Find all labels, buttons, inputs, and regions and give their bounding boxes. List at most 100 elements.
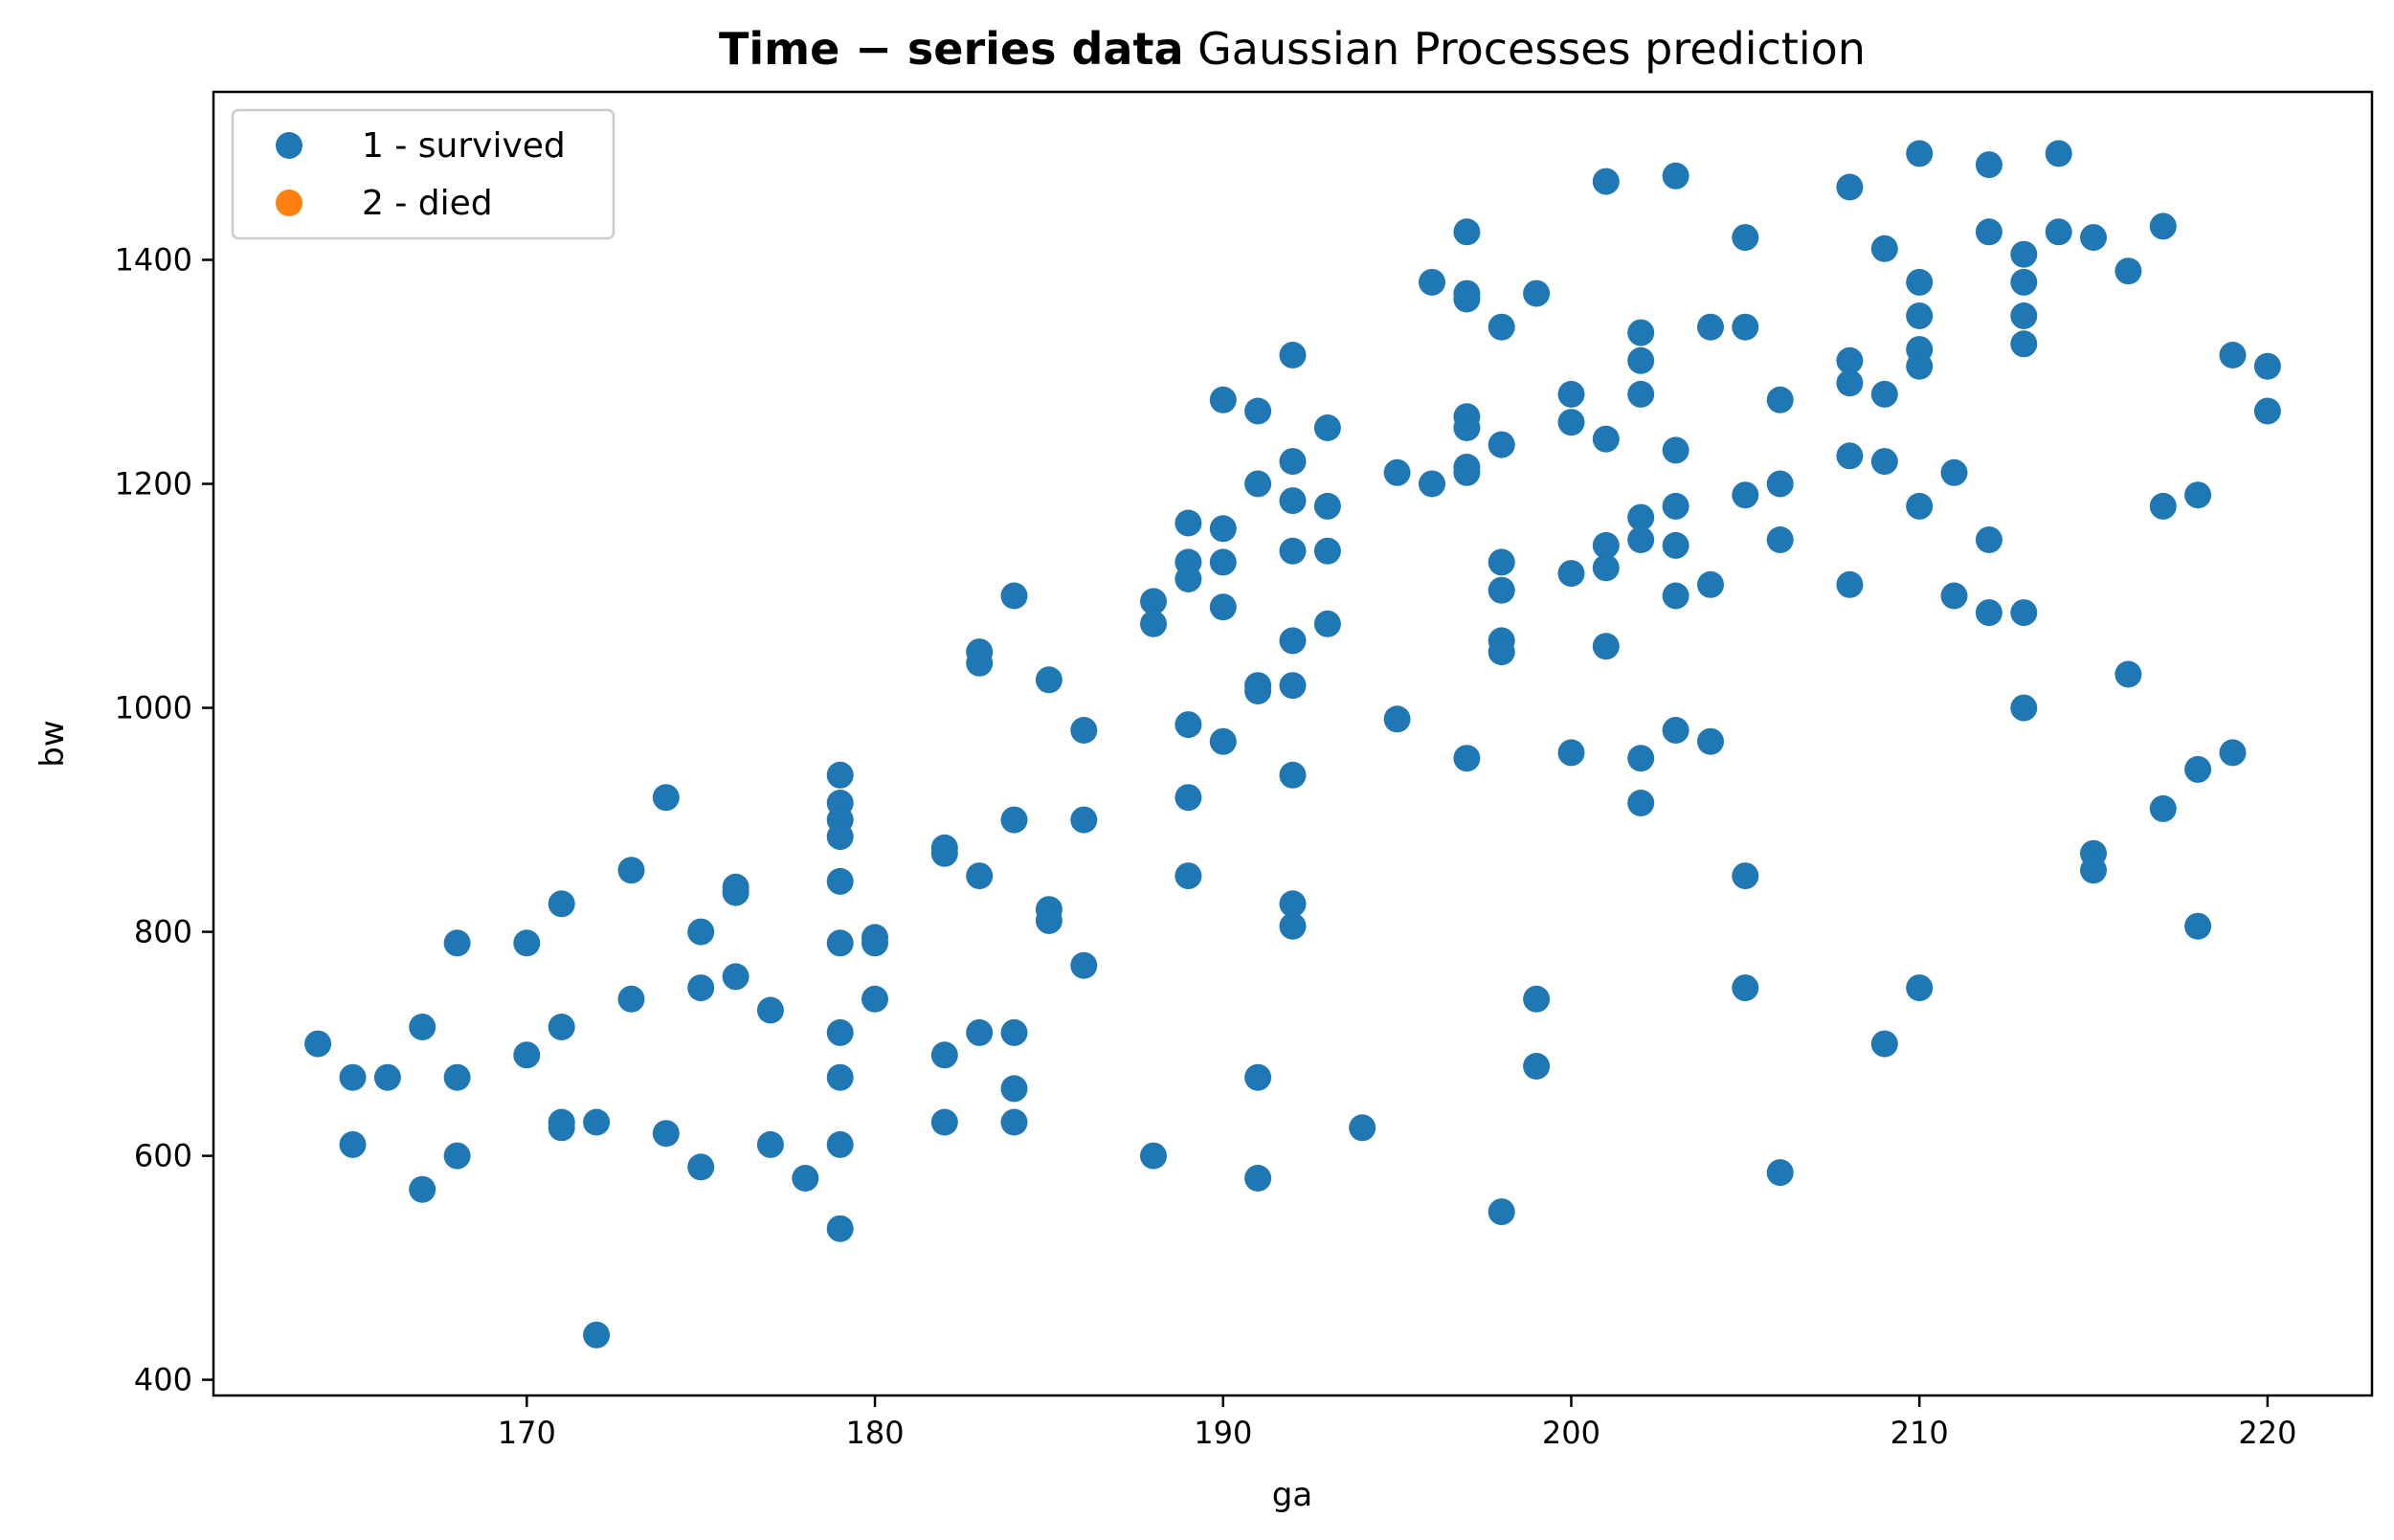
data-point [1836, 173, 1864, 201]
data-point [1662, 436, 1689, 464]
data-point [1349, 1114, 1376, 1142]
data-point [1000, 1075, 1028, 1103]
data-point [1209, 515, 1237, 543]
x-axis-label: ga [1272, 1476, 1312, 1514]
data-point [826, 823, 854, 851]
data-point [1279, 890, 1307, 918]
data-point [1662, 162, 1689, 190]
y-axis-label: bw [34, 720, 72, 767]
data-point [1870, 380, 1898, 408]
data-point [1870, 448, 1898, 476]
data-point [304, 1030, 332, 1058]
data-point [1906, 492, 1934, 520]
data-point [687, 918, 715, 946]
data-point [1488, 313, 1515, 341]
data-point [1662, 531, 1689, 559]
data-point [409, 1014, 436, 1040]
y-axis-ticks: 400 600 800 1000 1200 1400 [115, 242, 213, 1398]
data-point [1523, 1053, 1551, 1080]
data-point [1766, 470, 1794, 498]
data-point [1697, 570, 1724, 598]
data-point [583, 1108, 611, 1136]
data-point [930, 1041, 958, 1069]
data-point [1732, 481, 1759, 509]
data-point [1000, 1018, 1028, 1046]
y-tick-label: 1200 [115, 466, 192, 502]
data-point [513, 1041, 541, 1069]
x-tick-label: 170 [498, 1415, 556, 1451]
data-point [1244, 397, 1272, 425]
data-point [2010, 599, 2038, 627]
data-point [1766, 386, 1794, 413]
data-point [583, 1321, 611, 1349]
data-point [1209, 727, 1237, 755]
data-point [1592, 633, 1620, 660]
data-point [1488, 638, 1515, 666]
data-point [2149, 212, 2177, 240]
data-point [756, 996, 784, 1024]
data-point [1975, 218, 2002, 246]
data-point [1175, 509, 1202, 537]
data-point [1940, 458, 1968, 486]
data-point [1662, 492, 1689, 520]
y-tick-label: 400 [134, 1362, 192, 1398]
legend: 1 - survived 2 - died [231, 108, 615, 240]
data-point [1906, 302, 1934, 329]
data-point [443, 1142, 471, 1170]
data-point [826, 1130, 854, 1158]
data-point [1627, 745, 1655, 772]
data-point [1732, 313, 1759, 341]
data-point [722, 879, 750, 906]
data-point [2010, 330, 2038, 358]
data-point [1523, 985, 1551, 1013]
data-point [1627, 380, 1655, 408]
data-point [2010, 302, 2038, 329]
data-point [1557, 560, 1585, 588]
data-point [861, 929, 888, 957]
chart-title: Time − series data Gaussian Processes pr… [719, 23, 1866, 75]
data-point [339, 1063, 367, 1091]
plot-frame [212, 90, 2374, 1397]
data-point [1244, 678, 1272, 704]
data-point [1383, 705, 1411, 733]
data-point [1279, 627, 1307, 655]
data-point [1627, 790, 1655, 816]
data-point [1697, 727, 1724, 755]
y-tick-label: 1400 [115, 242, 192, 279]
data-point [826, 867, 854, 895]
y-tick-label: 800 [134, 914, 192, 950]
data-point [2080, 857, 2107, 884]
data-point [2045, 218, 2072, 246]
data-point [1975, 151, 2002, 179]
data-point [2149, 794, 2177, 822]
data-point [792, 1165, 819, 1192]
data-point [1070, 951, 1098, 979]
chart-title-bold: Time − series data [719, 23, 1183, 75]
data-point [1313, 537, 1341, 565]
data-point [2010, 694, 2038, 722]
data-point [1488, 431, 1515, 458]
data-point [2149, 492, 2177, 520]
data-point [513, 929, 541, 957]
data-point [1244, 1165, 1272, 1192]
data-point [756, 1130, 784, 1158]
data-point [1488, 1198, 1515, 1226]
data-point [1140, 610, 1167, 637]
data-point [826, 929, 854, 957]
data-point [1000, 582, 1028, 610]
points-layer [304, 140, 2281, 1349]
data-point [443, 929, 471, 957]
data-point [2184, 755, 2212, 783]
data-point [826, 761, 854, 789]
data-point [826, 1018, 854, 1046]
data-point [1244, 470, 1272, 498]
data-point [1627, 526, 1655, 553]
data-point [1419, 268, 1445, 296]
data-point [1592, 167, 1620, 195]
data-point [1766, 526, 1794, 553]
data-point [1000, 1108, 1028, 1136]
data-point [1279, 672, 1307, 700]
data-point [2010, 268, 2038, 296]
data-point [1557, 380, 1585, 408]
